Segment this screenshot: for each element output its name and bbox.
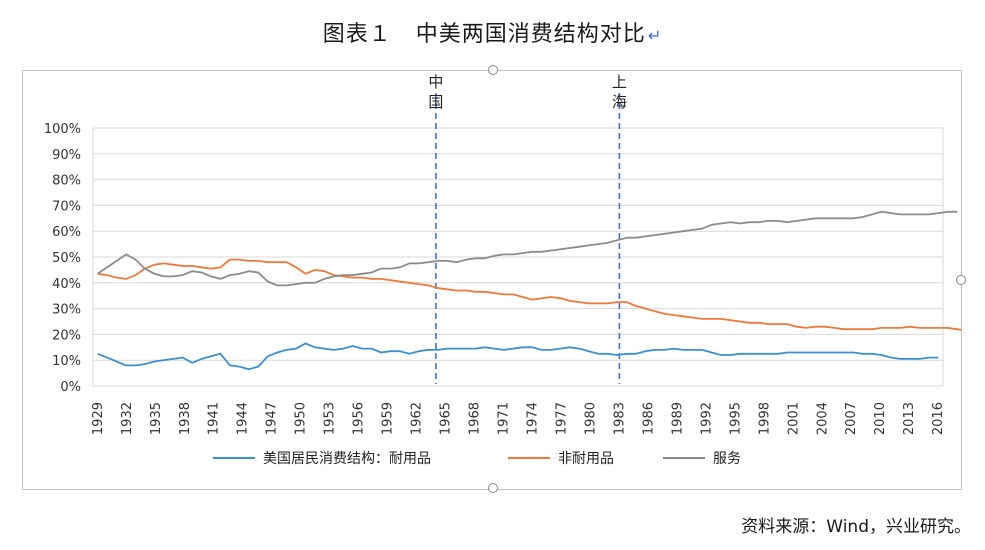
y-tick-label: 80% <box>52 174 81 189</box>
x-tick-label: 1962 <box>410 402 425 435</box>
y-tick-label: 40% <box>52 277 81 292</box>
page-title: 图表１ 中美两国消费结构对比 ↵ <box>0 16 985 48</box>
y-tick-label: 0% <box>60 380 81 395</box>
y-tick-label: 70% <box>52 199 81 214</box>
x-tick-label: 1983 <box>612 402 627 435</box>
y-tick-label: 10% <box>52 354 81 369</box>
series-line-services <box>97 210 958 287</box>
series-line-durable <box>97 342 939 371</box>
x-tick-label: 2007 <box>844 402 859 435</box>
y-tick-label: 30% <box>52 303 81 318</box>
x-tick-label: 1992 <box>699 402 714 435</box>
title-number: 图表１ <box>322 22 392 47</box>
x-tick-label: 1995 <box>728 402 743 435</box>
x-tick-label: 1941 <box>207 402 222 435</box>
x-tick-label: 1971 <box>497 402 512 435</box>
y-tick-label: 90% <box>52 148 81 163</box>
x-tick-label: 2010 <box>873 402 888 435</box>
legend-label-durable: 美国居民消费结构：耐用品 <box>263 451 431 467</box>
chart-frame[interactable]: 0% 10% 20% 30% 40% 50% 60% 70% 80% 90% 100% 1929 193… <box>22 65 966 493</box>
y-tick-label: 50% <box>52 251 81 266</box>
x-tick-label: 1944 <box>236 402 251 435</box>
x-tick-label: 1998 <box>757 402 772 435</box>
x-tick-label: 1989 <box>670 402 685 435</box>
series-line-nondurable <box>97 258 961 331</box>
paragraph-mark-icon: ↵ <box>647 26 663 45</box>
marker-label: 中国 <box>428 73 443 111</box>
x-tick-label: 1974 <box>525 402 540 435</box>
source-note: 资料来源：Wind，兴业研究。 <box>741 512 971 537</box>
legend-label-services: 服务 <box>713 451 741 467</box>
y-tick-label: 20% <box>52 328 81 343</box>
x-tick-label: 2001 <box>786 402 801 435</box>
x-tick-label: 1929 <box>91 402 106 435</box>
legend-label-nondurable: 非耐用品 <box>558 451 614 467</box>
resize-handle-top-icon[interactable] <box>488 65 498 75</box>
x-tick-label: 1959 <box>381 402 396 435</box>
resize-handle-right-icon[interactable] <box>956 275 966 285</box>
y-tick-label: 100% <box>44 122 81 137</box>
x-tick-label: 1965 <box>439 402 454 435</box>
x-tick-label: 1977 <box>554 402 569 435</box>
x-tick-label: 1932 <box>120 402 135 435</box>
chart-canvas: 0% 10% 20% 30% 40% 50% 60% 70% 80% 90% 100% 1929 193… <box>44 73 961 467</box>
resize-handle-bottom-icon[interactable] <box>488 483 498 493</box>
x-tick-label: 1947 <box>265 402 280 435</box>
x-tick-label: 2013 <box>902 402 917 435</box>
source-text: 资料来源：Wind，兴业研究。 <box>741 517 971 537</box>
x-tick-label: 2016 <box>931 402 946 435</box>
x-tick-label: 1968 <box>468 402 483 435</box>
x-tick-label: 1953 <box>323 402 338 435</box>
x-tick-label: 1950 <box>294 402 309 435</box>
y-tick-label: 60% <box>52 225 81 240</box>
x-tick-label: 2004 <box>815 402 830 435</box>
x-tick-label: 1956 <box>352 402 367 435</box>
title-text: 中美两国消费结构对比 <box>415 22 646 47</box>
x-tick-label: 1986 <box>641 402 656 435</box>
x-tick-label: 1935 <box>149 402 164 435</box>
x-tick-label: 1938 <box>178 402 193 435</box>
marker-label: 上海 <box>612 73 627 111</box>
x-tick-label: 1980 <box>583 402 598 435</box>
